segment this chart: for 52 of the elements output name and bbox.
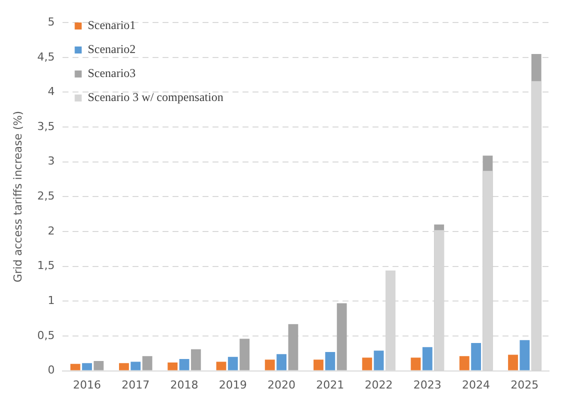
x-tick-label: 2019: [218, 378, 247, 392]
bar: [190, 349, 201, 370]
y-tick-label: 0: [48, 364, 55, 377]
bar: [130, 362, 141, 370]
bar: [142, 356, 152, 370]
bar: [520, 340, 530, 370]
bar: [264, 360, 275, 370]
bar: [336, 303, 347, 370]
y-tick-label: 1: [48, 294, 55, 308]
x-tick-label: 2023: [413, 378, 442, 392]
y-tick-label: 3: [48, 154, 55, 168]
x-tick-label: 2020: [268, 378, 296, 392]
bar: [422, 347, 432, 370]
bar: [179, 358, 190, 370]
legend-label: Scenario1: [88, 18, 136, 32]
bar: [374, 350, 384, 370]
x-tick-label: 2018: [170, 378, 198, 392]
y-tick-label: 2,5: [37, 190, 55, 203]
bar: [168, 362, 178, 370]
bar: [216, 362, 226, 370]
y-axis-title: Grid access tariffs increase (%): [11, 110, 24, 282]
bar: [314, 360, 324, 370]
x-tick-label: 2021: [316, 378, 344, 392]
y-tick-label: 4: [48, 85, 55, 98]
x-tick-label: 2022: [364, 378, 393, 392]
bar: [119, 363, 129, 370]
bar: [70, 364, 80, 370]
x-tick-label: 2025: [510, 378, 539, 392]
x-tick-label: 2024: [462, 378, 490, 392]
y-tick-label: 4,5: [37, 50, 55, 64]
x-tick-label: 2017: [122, 378, 150, 392]
bar: [94, 361, 104, 370]
bar: [82, 363, 92, 370]
y-tick-label: 0,5: [37, 328, 55, 342]
x-tick-label: 2016: [73, 378, 102, 392]
legend-label: Scenario2: [88, 42, 136, 56]
y-tick-label: 1,5: [37, 259, 55, 272]
y-tick-label: 3,5: [37, 120, 55, 133]
bar: [471, 342, 482, 370]
y-tick-label: 2: [48, 224, 55, 238]
legend-label: Scenario 3 w/ compensation: [88, 90, 224, 104]
bar: [508, 354, 518, 370]
bar: [325, 352, 336, 370]
bar: [459, 356, 470, 370]
legend-label: Scenario3: [88, 66, 136, 80]
bar: [362, 358, 372, 370]
bar: [410, 358, 421, 370]
bar: [240, 338, 250, 370]
bar: [276, 354, 286, 370]
bar: [288, 324, 298, 370]
y-tick-label: 5: [48, 15, 55, 28]
bar: [228, 356, 238, 370]
